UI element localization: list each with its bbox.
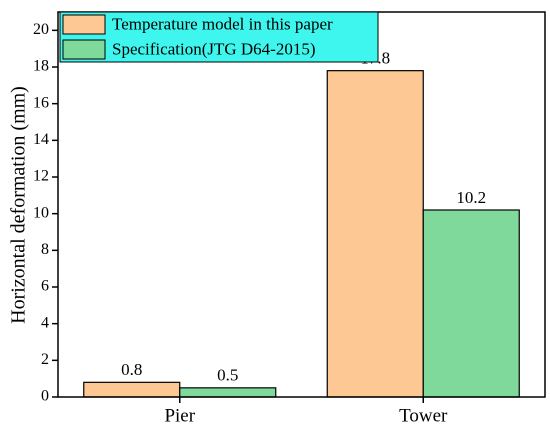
bar (179, 387, 277, 398)
y-tick-label: 12 (33, 168, 49, 185)
y-tick-label: 6 (41, 278, 49, 295)
y-tick-label: 16 (33, 94, 49, 111)
bar (422, 209, 520, 398)
bar (83, 381, 181, 398)
y-tick-label: 4 (41, 314, 49, 331)
y-tick-label: 14 (33, 131, 49, 148)
value-label: 0.8 (121, 360, 142, 379)
legend-box (59, 11, 379, 63)
x-tick-label: Tower (399, 405, 448, 426)
y-tick-label: 20 (33, 21, 49, 38)
y-tick-label: 18 (33, 58, 49, 75)
value-label: 0.5 (217, 366, 238, 385)
value-label: 10.2 (456, 188, 486, 207)
legend-swatch (62, 39, 106, 60)
legend-swatch (62, 14, 106, 35)
y-axis-label: Horizontal deformation (mm) (8, 86, 30, 324)
y-tick-label: 2 (41, 351, 49, 368)
y-tick-label: 0 (41, 388, 49, 405)
legend-label: Temperature model in this paper (112, 14, 333, 33)
x-tick-label: Pier (164, 405, 195, 426)
legend-label: Specification(JTG D64-2015) (112, 39, 315, 58)
y-tick-label: 10 (33, 204, 49, 221)
y-tick-label: 8 (41, 241, 49, 258)
bar (326, 70, 424, 398)
